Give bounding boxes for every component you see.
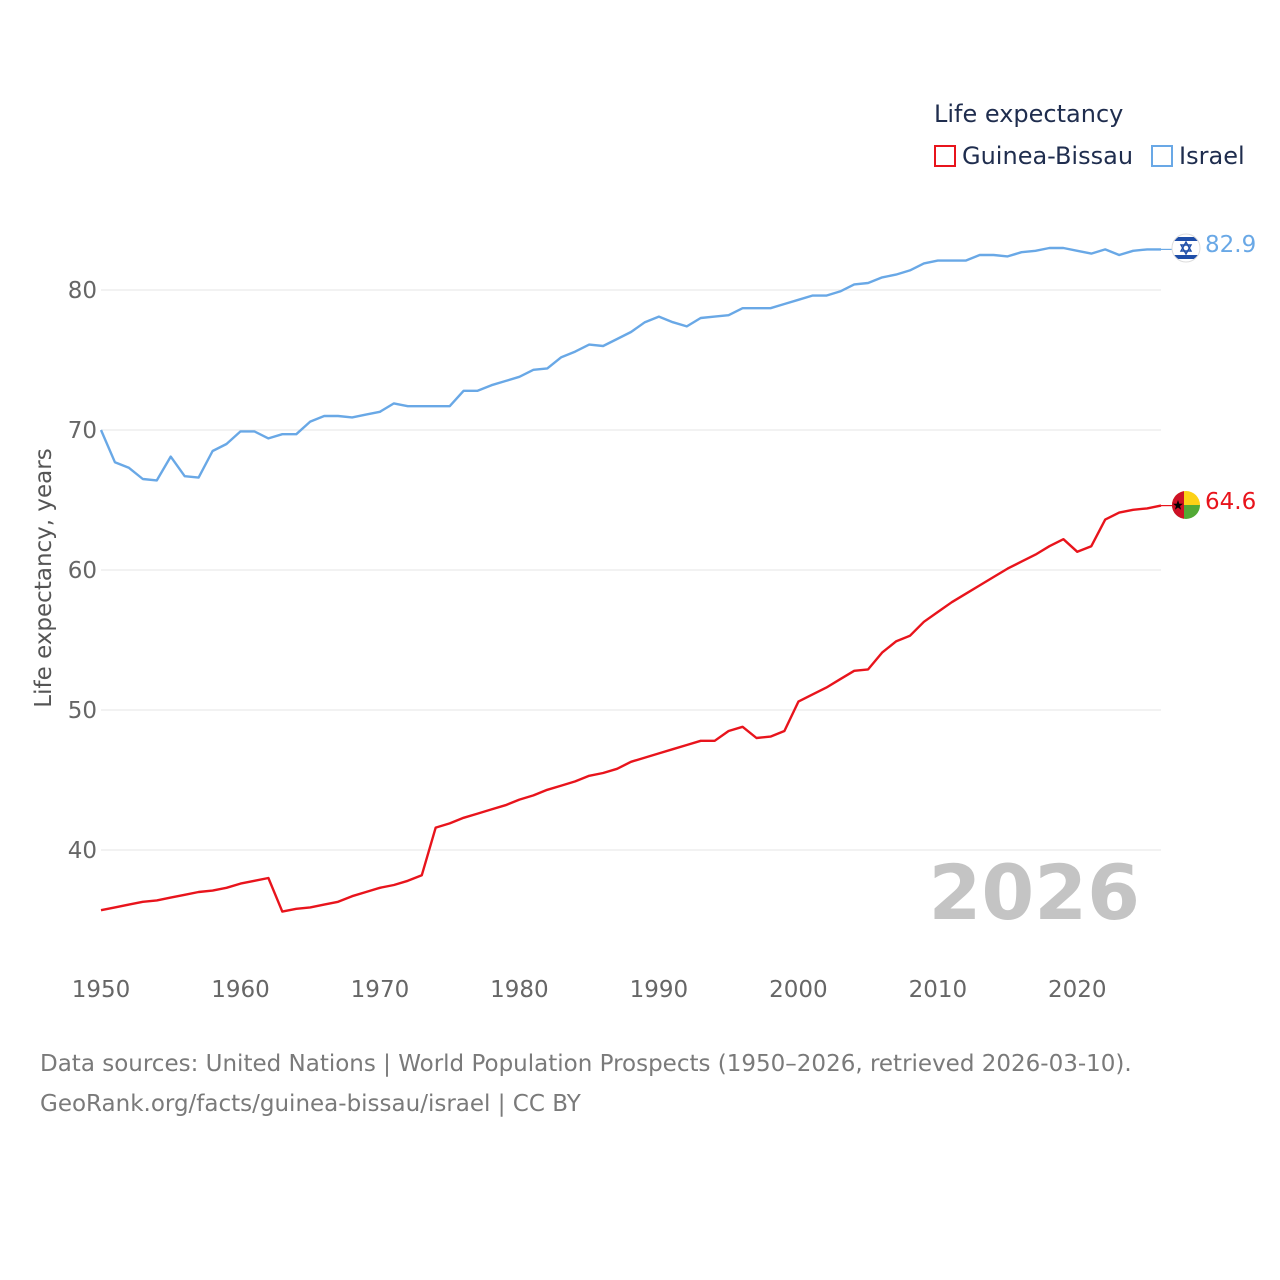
y-axis-ticks: 40 50 60 70 80 xyxy=(68,278,97,864)
guinea-bissau-end-value: 64.6 xyxy=(1205,489,1257,515)
x-axis-ticks: 1950 1960 1970 1980 1990 2000 2010 2020 xyxy=(72,977,1107,1003)
x-tick-label-1970: 1970 xyxy=(351,977,410,1003)
footer: Data sources: United Nations | World Pop… xyxy=(40,1044,1132,1124)
y-tick-label-50: 50 xyxy=(68,698,97,724)
israel-end-value: 82.9 xyxy=(1205,232,1257,258)
legend-item-guinea-bissau[interactable]: Guinea-Bissau xyxy=(934,142,1133,170)
legend-swatch-guinea-bissau xyxy=(934,145,956,167)
legend-swatch-israel xyxy=(1151,145,1174,167)
legend-title: Life expectancy xyxy=(934,100,1124,128)
x-tick-label-1950: 1950 xyxy=(72,977,131,1003)
y-tick-label-70: 70 xyxy=(68,418,97,444)
x-tick-label-1960: 1960 xyxy=(211,977,270,1003)
x-tick-label-2010: 2010 xyxy=(909,977,968,1003)
footer-source: Data sources: United Nations | World Pop… xyxy=(40,1051,1132,1077)
y-tick-label-40: 40 xyxy=(68,838,97,864)
series-line-guinea-bissau xyxy=(100,504,1162,913)
israel-flag-icon xyxy=(1171,233,1201,263)
x-tick-label-2000: 2000 xyxy=(769,977,828,1003)
y-axis-label: Life expectancy, years xyxy=(31,448,57,707)
guinea-bissau-flag-icon xyxy=(1172,491,1200,519)
footer-url: GeoRank.org/facts/guinea-bissau/israel |… xyxy=(40,1091,581,1117)
y-tick-label-80: 80 xyxy=(68,278,97,304)
legend-label-israel: Israel xyxy=(1179,142,1245,170)
line-chart: 40 50 60 70 80 1950 1960 1970 1980 1990 2000 2010 2… xyxy=(31,233,1201,1003)
legend-item-israel[interactable]: Israel xyxy=(1151,142,1245,170)
legend: Guinea-Bissau Israel xyxy=(934,142,1263,170)
year-label: 2026 xyxy=(928,848,1140,937)
y-tick-label-60: 60 xyxy=(68,558,97,584)
legend-label-guinea-bissau: Guinea-Bissau xyxy=(962,142,1134,170)
x-tick-label-1990: 1990 xyxy=(630,977,689,1003)
gridlines xyxy=(101,289,1161,851)
series-line-israel xyxy=(99,246,1161,482)
x-tick-label-2020: 2020 xyxy=(1048,977,1107,1003)
series-lines xyxy=(99,246,1172,913)
x-tick-label-1980: 1980 xyxy=(490,977,549,1003)
